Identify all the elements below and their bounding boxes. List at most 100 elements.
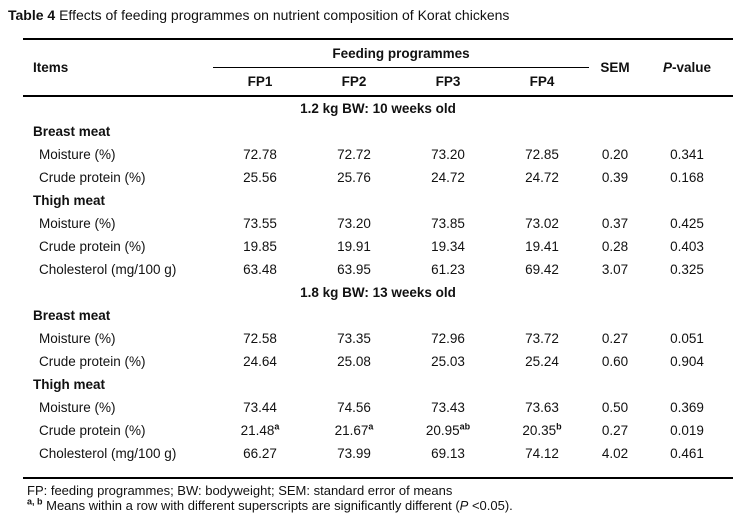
fp4-value-cell: 25.24 [525, 353, 559, 369]
col-header-sem: SEM [589, 39, 642, 97]
pvalue-cell: 0.325 [670, 261, 704, 277]
header-row-fp: FP1 FP2 FP3 FP4 [23, 67, 733, 97]
pvalue-cell: 0.051 [670, 330, 704, 346]
fp1-value-cell: 73.55 [243, 215, 277, 231]
group-title: Breast meat [33, 123, 111, 139]
table-caption: Table 4 Effects of feeding programmes on… [0, 0, 734, 24]
fp2-value-cell: 73.99 [337, 445, 371, 461]
fp1-value-cell: 63.48 [243, 261, 277, 277]
col-header-fp1: FP1 [213, 67, 307, 97]
section-row: 1.8 kg BW: 13 weeks old [23, 281, 733, 304]
item-label: Crude protein (%) [39, 422, 146, 438]
fp1-value-cell: 66.27 [243, 445, 277, 461]
sem-cell: 3.07 [601, 261, 629, 277]
pvalue-cell: 0.341 [670, 146, 704, 162]
group-title: Breast meat [33, 307, 111, 323]
group-title: Thigh meat [33, 192, 106, 208]
fp2-value-cell: 73.20 [337, 215, 371, 231]
data-row: Crude protein (%) 19.85 19.91 19.34 19.41 0.2… [23, 235, 733, 258]
sem-cell: 4.02 [601, 445, 629, 461]
item-label: Moisture (%) [39, 399, 116, 415]
fp1-value-cell: 72.58 [243, 330, 277, 346]
fp3-value-cell: 73.85 [431, 215, 465, 231]
fp4-value-cell: 73.63 [525, 399, 559, 415]
table-caption-text: Effects of feeding programmes on nutrien… [55, 7, 510, 23]
col-header-pvalue: P-value [641, 39, 734, 97]
table-caption-label: Table 4 [8, 7, 56, 23]
pvalue-cell: 0.019 [670, 422, 704, 438]
nutrient-composition-table: Items Feeding programmes SEM P-value FP1… [23, 38, 734, 479]
spacer-cell [23, 465, 733, 478]
item-label: Moisture (%) [39, 215, 116, 231]
footnote-significance-text: Means within a row with different supers… [42, 498, 460, 513]
fp1-value-cell: 24.64 [243, 353, 277, 369]
fp2-value-cell: 25.08 [337, 353, 371, 369]
significance-superscript: a [368, 421, 374, 431]
sem-cell: 0.37 [601, 215, 629, 231]
fp1-value-cell: 72.78 [243, 146, 277, 162]
header-row-top: Items Feeding programmes SEM P-value [23, 39, 734, 97]
item-label: Moisture (%) [39, 146, 116, 162]
item-label: Moisture (%) [39, 330, 116, 346]
item-label: Cholesterol (mg/100 g) [39, 445, 177, 461]
fp4-value-cell: 69.42 [525, 261, 559, 277]
fp4-value-cell: 20.35b [522, 421, 562, 438]
pvalue-rest: -value [672, 60, 712, 75]
col-header-items: Items [23, 39, 213, 97]
fp4-value-cell: 19.41 [525, 238, 559, 254]
table-body: 1.2 kg BW: 10 weeks old Breast meat Moistu… [23, 96, 733, 478]
footnote-abbreviations: FP: feeding programmes; BW: bodyweight; … [27, 483, 453, 498]
fp2-value-cell: 72.72 [337, 146, 371, 162]
item-label: Cholesterol (mg/100 g) [39, 261, 177, 277]
data-row: Crude protein (%) 21.48a 21.67a 20.95ab 20.3… [23, 419, 733, 442]
footnotes: FP: feeding programmes; BW: bodyweight; … [27, 483, 734, 513]
group-row: Breast meat [23, 120, 733, 143]
col-header-fp2: FP2 [307, 67, 401, 97]
group-row: Thigh meat [23, 189, 733, 212]
spacer-row [23, 465, 733, 478]
fp3-value-cell: 25.03 [431, 353, 465, 369]
fp2-value-cell: 63.95 [337, 261, 371, 277]
col-group-feeding-programmes: Feeding programmes [213, 39, 590, 68]
item-label: Crude protein (%) [39, 169, 146, 185]
fp4-value-cell: 72.85 [525, 146, 559, 162]
fp2-value-cell: 74.56 [337, 399, 371, 415]
significance-superscript: b [556, 421, 562, 431]
pvalue-cell: 0.168 [670, 169, 704, 185]
sem-cell: 0.20 [601, 146, 629, 162]
fp2-value-cell: 19.91 [337, 238, 371, 254]
fp4-value-cell: 73.02 [525, 215, 559, 231]
col-header-fp3: FP3 [401, 67, 495, 97]
fp3-value-cell: 73.20 [431, 146, 465, 162]
fp2-value-cell: 21.67a [334, 421, 374, 438]
fp3-value-cell: 19.34 [431, 238, 465, 254]
item-label: Crude protein (%) [39, 238, 146, 254]
sem-cell: 0.27 [601, 422, 629, 438]
fp3-value-cell: 73.43 [431, 399, 465, 415]
table-header: Items Feeding programmes SEM P-value FP1… [23, 39, 734, 97]
col-header-fp4: FP4 [495, 67, 590, 97]
fp3-value-cell: 61.23 [431, 261, 465, 277]
fp4-value-cell: 24.72 [525, 169, 559, 185]
fp1-value-cell: 21.48a [240, 421, 280, 438]
data-row: Cholesterol (mg/100 g) 66.27 73.99 69.13 74.… [23, 442, 733, 465]
data-row: Crude protein (%) 24.64 25.08 25.03 25.24 0.6… [23, 350, 733, 373]
footnote-significance-end: <0.05). [468, 498, 513, 513]
fp2-value-cell: 73.35 [337, 330, 371, 346]
group-row: Thigh meat [23, 373, 733, 396]
sem-cell: 0.27 [601, 330, 629, 346]
fp3-value-cell: 69.13 [431, 445, 465, 461]
pvalue-italic-p: P [663, 60, 673, 75]
fp2-value-cell: 25.76 [337, 169, 371, 185]
data-row: Crude protein (%) 25.56 25.76 24.72 24.72 0.3… [23, 166, 733, 189]
pvalue-cell: 0.904 [670, 353, 704, 369]
pvalue-cell: 0.425 [670, 215, 704, 231]
data-row: Moisture (%) 72.78 72.72 73.20 72.85 0.20 0.34… [23, 143, 733, 166]
section-title: 1.2 kg BW: 10 weeks old [300, 100, 456, 116]
fp1-value-cell: 19.85 [243, 238, 277, 254]
data-row: Moisture (%) 72.58 73.35 72.96 73.72 0.27 0.05… [23, 327, 733, 350]
item-label: Crude protein (%) [39, 353, 146, 369]
sem-cell: 0.50 [601, 399, 629, 415]
data-row: Moisture (%) 73.55 73.20 73.85 73.02 0.37 0.42… [23, 212, 733, 235]
pvalue-cell: 0.369 [670, 399, 704, 415]
